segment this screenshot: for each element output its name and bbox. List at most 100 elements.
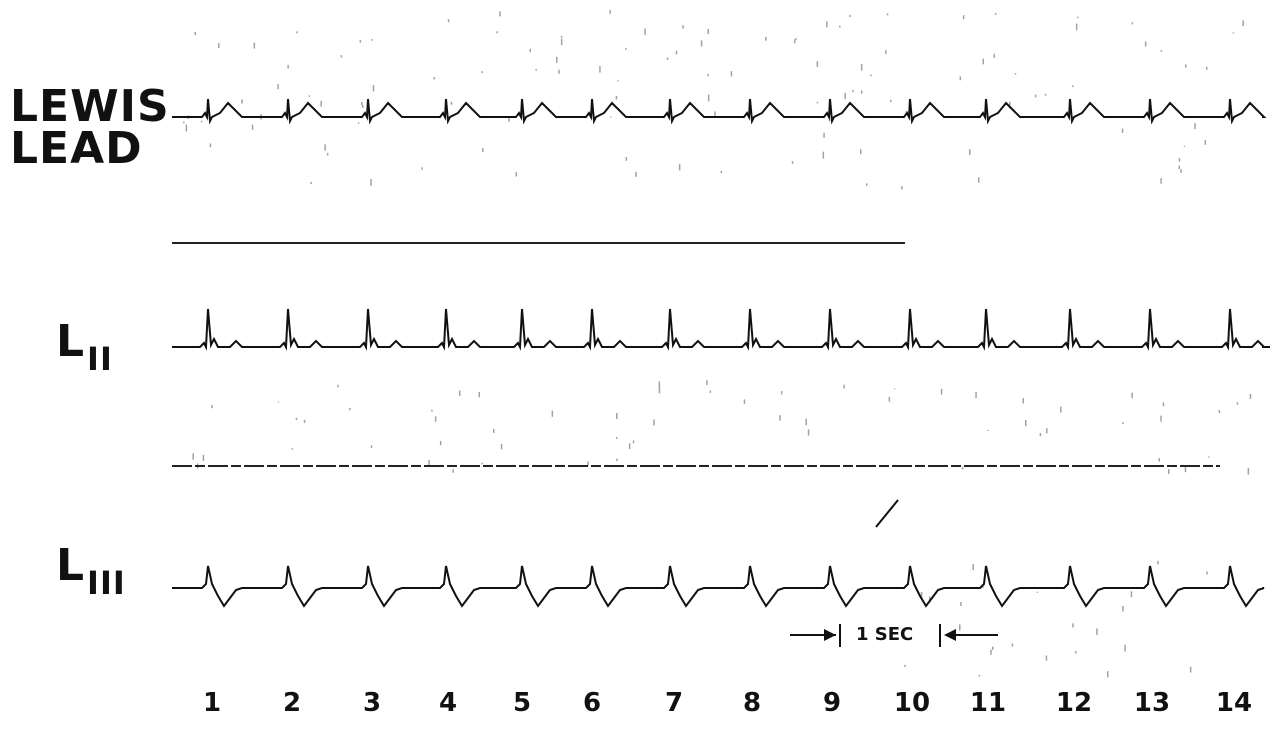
noise-speck	[1144, 41, 1147, 47]
beat-number: 13	[1133, 688, 1171, 718]
noise-speck	[843, 384, 845, 389]
noise-speck	[888, 396, 891, 402]
one-second-scale-marker	[790, 624, 998, 647]
noise-speck	[1130, 591, 1133, 598]
lead-ii-label-sub: II	[87, 340, 113, 378]
beat-number: 12	[1055, 688, 1093, 718]
noise-speck	[428, 459, 430, 467]
noise-speck	[1009, 101, 1011, 109]
noise-speck	[793, 39, 796, 44]
noise-speck	[807, 429, 810, 436]
noise-speck	[870, 74, 872, 77]
lewis-lead-label: LEWIS LEAD	[10, 85, 170, 171]
noise-speck	[447, 19, 450, 23]
lead-ii-trace	[172, 308, 1270, 351]
noise-speck	[816, 101, 819, 104]
noise-speck	[609, 116, 612, 118]
noise-speck	[308, 95, 311, 97]
noise-speck	[1247, 468, 1250, 475]
noise-speck	[990, 649, 992, 655]
noise-speck	[615, 436, 618, 439]
noise-speck	[1131, 22, 1134, 25]
noise-speck	[1121, 128, 1124, 133]
noise-speck	[493, 429, 495, 433]
noise-speck	[1208, 456, 1210, 458]
noise-speck	[1204, 140, 1207, 145]
noise-speck	[433, 77, 435, 80]
noise-speck	[1160, 178, 1162, 184]
noise-speck	[982, 586, 984, 589]
noise-speck	[1077, 16, 1079, 19]
beat-number: 2	[282, 688, 302, 718]
noise-speck	[1022, 398, 1024, 404]
noise-speck	[987, 429, 989, 431]
noise-speck	[499, 11, 501, 17]
noise-speck	[1060, 406, 1062, 413]
noise-speck	[1014, 73, 1017, 75]
noise-speck	[901, 186, 903, 190]
lewis-lead-trace	[172, 98, 1267, 125]
noise-speck	[632, 440, 635, 444]
lead-iii-label: LIII	[56, 540, 126, 602]
noise-speck	[959, 76, 962, 81]
noise-speck	[241, 99, 243, 104]
noise-speck	[1162, 402, 1165, 407]
noise-speck	[1206, 66, 1208, 70]
noise-speck	[183, 121, 185, 124]
noise-speck	[890, 99, 892, 103]
noise-speck	[978, 674, 981, 677]
beat-number: 6	[582, 688, 602, 718]
noise-speck	[500, 443, 503, 450]
noise-speck	[860, 149, 862, 155]
noise-speck	[709, 390, 712, 393]
noise-speck	[359, 40, 362, 43]
noise-speck	[277, 401, 280, 403]
noise-speck	[1107, 671, 1109, 678]
noise-speck	[666, 57, 669, 60]
noise-speck	[993, 53, 995, 58]
noise-speck	[816, 61, 819, 67]
noise-speck	[251, 124, 254, 130]
noise-speck	[765, 36, 767, 41]
noise-speck	[529, 48, 531, 53]
noise-speck	[940, 388, 943, 395]
noise-speck	[714, 111, 716, 117]
noise-speck	[828, 119, 831, 122]
noise-speck	[1242, 20, 1244, 27]
noise-speck	[653, 419, 655, 426]
noise-speck	[303, 419, 306, 423]
noise-speck	[1045, 655, 1048, 661]
noise-speck	[904, 664, 906, 667]
noise-speck	[779, 415, 781, 421]
noise-speck	[370, 445, 373, 448]
noise-speck	[682, 25, 684, 29]
noise-speck	[556, 56, 558, 63]
noise-speck	[635, 171, 637, 177]
one-second-label: 1 SEC	[856, 624, 914, 645]
noise-speck	[625, 47, 627, 50]
noise-speck	[291, 448, 293, 450]
noise-speck	[450, 101, 453, 105]
noise-speck	[826, 21, 828, 28]
noise-speck	[1232, 32, 1235, 34]
noise-speck	[994, 12, 997, 15]
noise-speck	[678, 163, 681, 171]
noise-speck	[860, 63, 863, 71]
noise-speck	[1131, 392, 1133, 399]
noise-speck	[920, 592, 923, 599]
beat-number: 5	[512, 688, 532, 718]
beat-number: 9	[822, 688, 842, 718]
noise-speck	[1180, 169, 1182, 173]
noise-speck	[644, 28, 646, 35]
noise-speck	[372, 85, 375, 92]
noise-speck	[972, 564, 974, 570]
noise-speck	[992, 646, 994, 650]
noise-speck	[202, 454, 205, 461]
noise-speck	[805, 418, 807, 426]
noise-speck	[720, 170, 723, 174]
noise-speck	[1158, 458, 1160, 462]
noise-speck	[200, 120, 203, 123]
noise-speck	[496, 31, 498, 34]
noise-speck	[982, 58, 984, 65]
noise-speck	[439, 440, 442, 446]
